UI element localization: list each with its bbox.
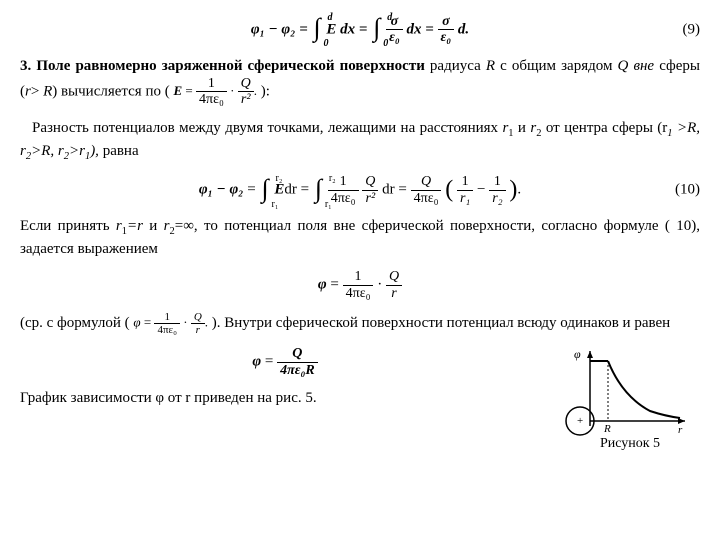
svg-text:+: + [577, 415, 583, 427]
r-axis-label: r [678, 424, 683, 436]
section-3-heading: 3. Поле равномерно заряженной сферическо… [20, 56, 700, 108]
equation-10: φ₁ − φ₂ = ∫r₂r₁ Edr = ∫r₂r₁ 14πε₀ Qr² dr… [20, 174, 700, 206]
integral-1: ∫ d 0 [314, 18, 321, 41]
paragraph-compare: (ср. с формулой ( φ = 14πε₀ · Qr. ). Вну… [20, 311, 700, 336]
equation-9: φ₁ − φ₂ = ∫ d 0 E dx = ∫ d 0 σε₀ dx = σε… [20, 14, 700, 46]
inline-formula-E: E = 14πε₀ · Qr². [173, 76, 257, 108]
paragraph-if-assume: Если принять r1=r и r2=∞, то потенциал п… [20, 216, 700, 259]
figure-caption: Рисунок 5 [560, 436, 700, 452]
eq-number-9: (9) [683, 21, 701, 38]
integral-2: ∫ d 0 [373, 18, 380, 41]
inline-formula-phi: φ = 14πε₀ · Qr. [133, 311, 208, 336]
r-mark: R [603, 423, 611, 435]
eq-number-10: (10) [675, 182, 700, 199]
equation-phi-inside: φ = Q4πε₀R [20, 346, 700, 378]
paragraph-potential-diff: Разность потенциалов между двумя точками… [20, 118, 700, 164]
eq9-lhs: φ₁ − φ₂ [251, 21, 296, 37]
equation-phi-outside: φ = 14πε₀ · Qr [20, 269, 700, 301]
